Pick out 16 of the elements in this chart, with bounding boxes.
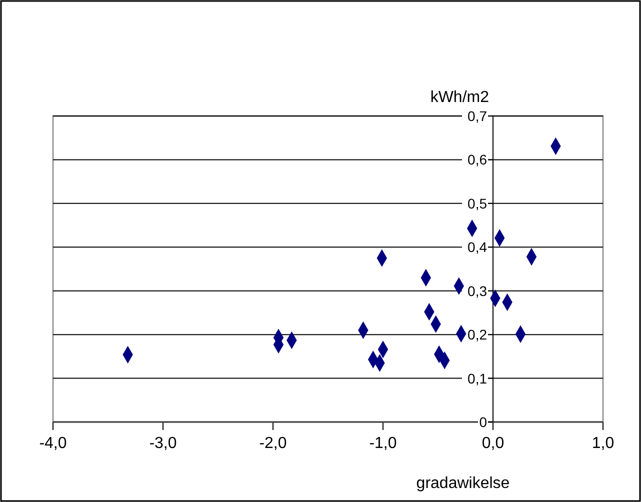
y-tick-label: 0,5 [468,195,488,212]
x-tick-label: -2,0 [259,435,287,452]
y-tick-label: 0 [479,414,488,430]
y-tick-label: 0,4 [468,239,488,256]
y-tick-label: 0,3 [468,282,488,299]
x-tick-label: -3,0 [149,435,177,452]
x-tick-label: 0,0 [482,435,504,452]
x-tick-label: -1,0 [369,435,397,452]
x-tick-label: -4,0 [39,435,67,452]
y-tick-label: 0,6 [468,152,488,168]
x-axis-title: gradawikelse [416,475,510,492]
y-tick-label: 0,7 [468,108,488,124]
y-axis-title: kWh/m2 [430,89,490,106]
y-tick-label: 0,2 [468,326,488,343]
y-tick-label: 0,1 [468,370,488,386]
x-tick-label: 1,0 [592,435,614,452]
